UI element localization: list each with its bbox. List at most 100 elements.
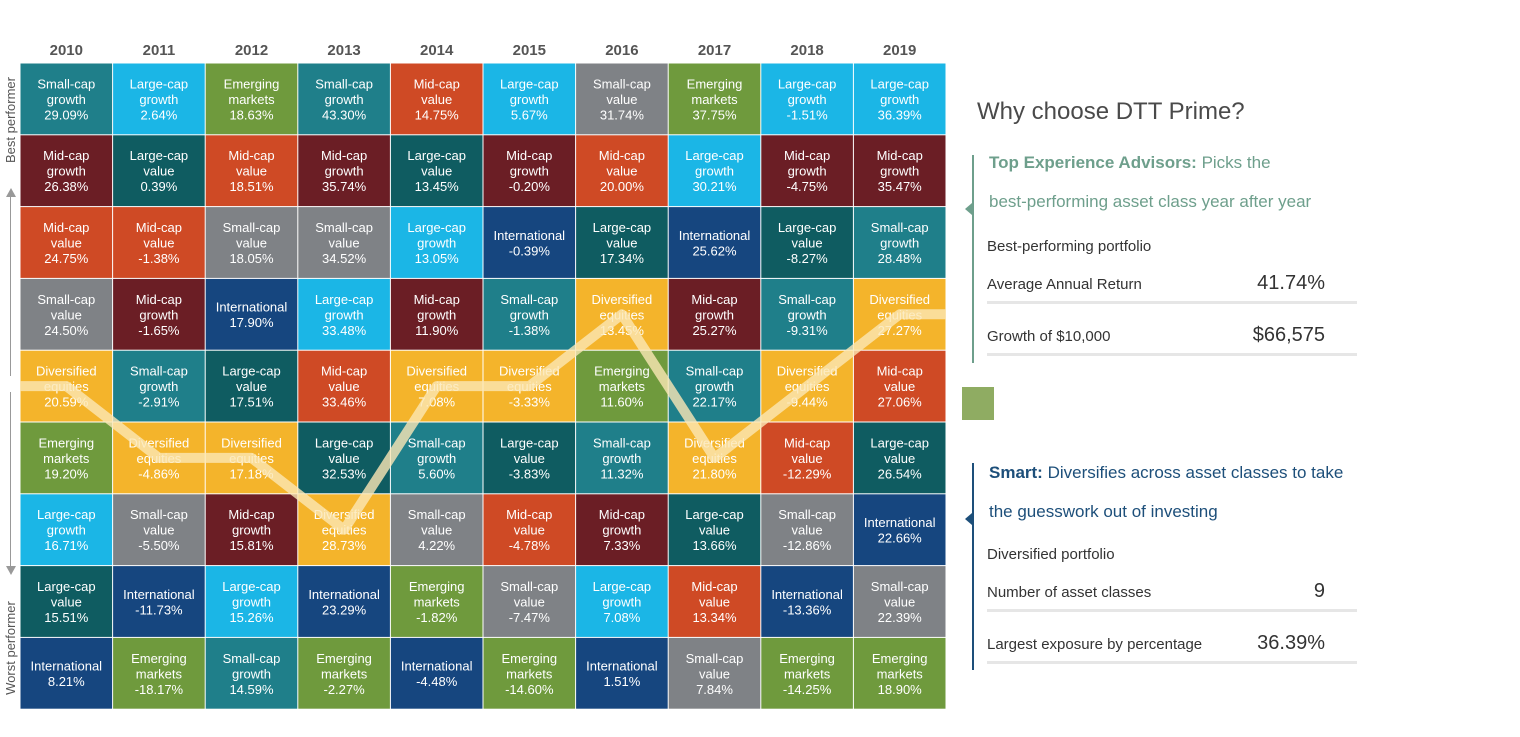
cell-value: -4.86%: [138, 466, 180, 481]
cell-asset-label: value: [421, 164, 452, 179]
prime-row-growth: Growth of $10,000 $66,575: [987, 317, 1357, 356]
quilt-cell-bg: [761, 63, 853, 135]
cell-asset-label: markets: [784, 666, 831, 681]
cell-asset-label: International: [586, 659, 658, 674]
cell-asset-label: Mid-cap: [784, 148, 830, 163]
quilt-cell-bg: [853, 637, 946, 709]
quilt-cell-bg: [483, 278, 576, 350]
cell-asset-label: International: [679, 228, 751, 243]
quilt-cell-bg: [761, 637, 853, 709]
cell-asset-label: markets: [599, 379, 646, 394]
quilt-cell-bg: [298, 350, 390, 422]
cell-value: 20.00%: [600, 179, 645, 194]
cell-asset-label: growth: [325, 307, 364, 322]
quilt-cell-bg: [20, 422, 113, 494]
quilt-cell-bg: [298, 207, 390, 278]
cell-asset-label: Small-cap: [778, 507, 836, 522]
cell-value: 28.73%: [322, 538, 367, 553]
cell-asset-label: Small-cap: [130, 507, 188, 522]
cell-asset-label: Large-cap: [130, 148, 189, 163]
quilt-cell-bg: [483, 207, 576, 278]
quilt-cell-bg: [205, 350, 298, 422]
cell-asset-label: markets: [691, 92, 738, 107]
cell-value: -3.33%: [509, 395, 551, 410]
quilt-cell-bg: [205, 207, 298, 278]
quilt-cell-bg: [576, 207, 668, 278]
cell-value: -3.83%: [509, 466, 551, 481]
cell-asset-label: Small-cap: [593, 435, 651, 450]
cell-asset-label: growth: [602, 451, 641, 466]
smart-row-number-of-asset-classes: Number of asset classes 9: [987, 573, 1357, 612]
cell-value: 13.66%: [692, 538, 737, 553]
smart-section-pointer-icon: [965, 513, 972, 525]
diversified-equities-path-line: [20, 309, 946, 535]
cell-asset-label: value: [143, 523, 174, 538]
cell-asset-label: value: [421, 92, 452, 107]
cell-asset-label: value: [606, 164, 637, 179]
row-label: Average Annual Return: [987, 276, 1142, 293]
quilt-cell-bg: [853, 566, 946, 637]
smart-subhead: Diversified portfolio: [987, 546, 1115, 563]
cell-asset-label: value: [329, 236, 360, 251]
cell-value: -4.75%: [786, 179, 828, 194]
cell-asset-label: Large-cap: [315, 435, 374, 450]
prime-section-pointer-icon: [965, 203, 972, 215]
cell-asset-label: Small-cap: [130, 364, 188, 379]
cell-value: 19.20%: [44, 466, 89, 481]
quilt-cell-bg: [113, 135, 205, 207]
cell-value: -1.82%: [416, 610, 458, 625]
quilt-cell-bg: [853, 422, 946, 494]
quilt-cell-bg: [298, 637, 390, 709]
cell-value: -2.91%: [138, 395, 180, 410]
cell-value: 43.30%: [322, 107, 367, 122]
cell-value: -1.65%: [138, 323, 180, 338]
axis-arrow-up-line: [10, 196, 11, 376]
prime-headline: Top Experience Advisors: Picks the best-…: [989, 143, 1349, 221]
cell-asset-label: value: [514, 523, 545, 538]
quilt-cell-bg: [761, 494, 853, 566]
cell-value: 1.51%: [603, 674, 640, 689]
cell-asset-label: growth: [47, 164, 86, 179]
cell-asset-label: Large-cap: [222, 364, 281, 379]
cell-asset-label: growth: [417, 307, 456, 322]
cell-asset-label: Mid-cap: [877, 364, 923, 379]
quilt-cell-bg: [205, 278, 298, 350]
cell-asset-label: value: [236, 236, 267, 251]
cell-asset-label: growth: [417, 451, 456, 466]
cell-value: 36.39%: [878, 107, 923, 122]
quilt-cell-bg: [298, 135, 390, 207]
quilt-cell-bg: [483, 135, 576, 207]
cell-asset-label: Mid-cap: [414, 76, 460, 91]
cell-asset-label: growth: [325, 92, 364, 107]
cell-asset-label: growth: [695, 307, 734, 322]
cell-asset-label: growth: [417, 236, 456, 251]
quilt-cell-bg: [853, 494, 946, 566]
quilt-cell-bg: [483, 566, 576, 637]
cell-value: 15.51%: [44, 610, 89, 625]
smart-headline-line2: the guesswork out of investing: [989, 502, 1218, 521]
cell-asset-label: Large-cap: [407, 220, 466, 235]
quilt-cell-bg: [668, 63, 761, 135]
cell-asset-label: Emerging: [594, 364, 650, 379]
year-label: 2015: [513, 42, 546, 59]
year-label: 2010: [50, 42, 83, 59]
cell-asset-label: markets: [506, 666, 553, 681]
cell-value: 17.34%: [600, 251, 645, 266]
quilt-cell-bg: [20, 494, 113, 566]
quilt-cell-bg: [576, 637, 668, 709]
cell-value: 14.59%: [229, 682, 274, 697]
cell-asset-label: Mid-cap: [599, 507, 645, 522]
quilt-cell-bg: [853, 350, 946, 422]
